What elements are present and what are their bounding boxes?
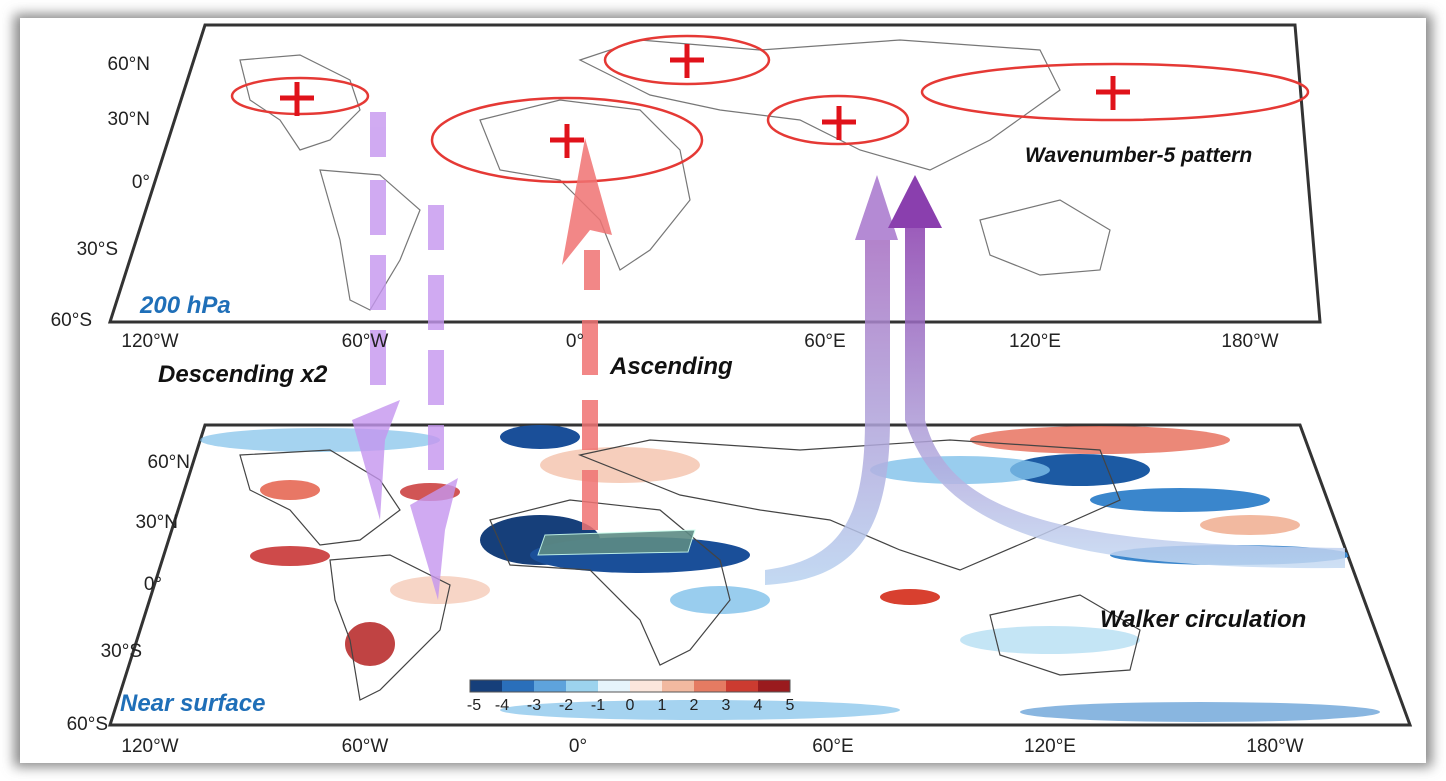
top-map-frame <box>107 23 1322 324</box>
lat-label: 60°N <box>148 452 190 473</box>
lon-label: 120°E <box>1009 331 1061 352</box>
lon-label: 180°W <box>1246 736 1303 757</box>
colorbar-segment <box>502 680 535 692</box>
colorbar-tick-label: -1 <box>591 697 605 714</box>
colorbar-segment <box>758 680 791 692</box>
colorbar-tick-label: -4 <box>495 697 509 714</box>
lat-label: 30°N <box>108 109 150 130</box>
descending-label: Descending x2 <box>158 361 328 388</box>
lat-label: 30°S <box>77 239 118 260</box>
lon-label: 120°E <box>1024 736 1076 757</box>
colorbar-segment <box>470 680 503 692</box>
lat-label: 0° <box>132 172 150 193</box>
panel-label: 200 hPa <box>139 292 231 319</box>
lat-label: 0° <box>144 574 162 595</box>
lon-label: 60°W <box>342 736 389 757</box>
colorbar-segment <box>630 680 663 692</box>
plus-signs <box>280 44 1130 158</box>
panel-label: Near surface <box>120 690 265 717</box>
ascending-label: Ascending <box>609 353 733 380</box>
colorbar-tick-label: 2 <box>690 697 699 714</box>
walker-circulation-arrows <box>765 175 1345 585</box>
lat-label: 60°S <box>67 714 108 735</box>
colorbar-tick-label: 4 <box>754 697 763 714</box>
lon-label: 60°E <box>812 736 853 757</box>
colorbar-segment <box>726 680 759 692</box>
colorbar-tick-label: -2 <box>559 697 573 714</box>
lon-label: 180°W <box>1221 331 1278 352</box>
lon-label: 0° <box>569 736 587 757</box>
lat-label: 60°N <box>108 54 150 75</box>
top-anomalies <box>230 34 1310 184</box>
lon-label: 0° <box>566 331 584 352</box>
circulation-label: Walker circulation <box>1100 606 1306 633</box>
lon-label: 60°E <box>804 331 845 352</box>
colorbar-tick-label: -5 <box>467 697 481 714</box>
colorbar-tick-label: 3 <box>722 697 731 714</box>
colorbar-tick-label: -3 <box>527 697 541 714</box>
lat-label: 30°N <box>136 512 178 533</box>
sahel-box <box>537 529 696 556</box>
lon-label: 120°W <box>121 736 178 757</box>
colorbar-segment <box>566 680 599 692</box>
colorbar-tick-label: 5 <box>786 697 795 714</box>
colorbar-outline <box>469 679 791 693</box>
bottom-coastlines <box>239 439 1141 701</box>
axis-labels: 60°N 30°N 0° 30°S 60°S 120°W 60°W 0° 60°E 120°E 18… <box>51 54 1304 757</box>
colorbar-segment <box>662 680 695 692</box>
colorbar-tick-label: 0 <box>626 697 635 714</box>
lon-label: 120°W <box>121 331 178 352</box>
colorbar-segment <box>598 680 631 692</box>
lat-label: 60°S <box>51 310 92 331</box>
descending-arrows <box>352 112 458 600</box>
lat-label: 30°S <box>101 641 142 662</box>
pattern-label: Wavenumber-5 pattern <box>1025 144 1252 167</box>
near-surface-anomalies <box>200 425 1380 722</box>
colorbar-tick-label: 1 <box>658 697 667 714</box>
ascending-arrow <box>562 138 612 530</box>
colorbar-segment <box>694 680 727 692</box>
colorbar-segment <box>534 680 567 692</box>
colorbar: -5 -4 -3 -2 -1 0 1 2 3 4 5 <box>467 679 795 714</box>
lon-label: 60°W <box>342 331 389 352</box>
